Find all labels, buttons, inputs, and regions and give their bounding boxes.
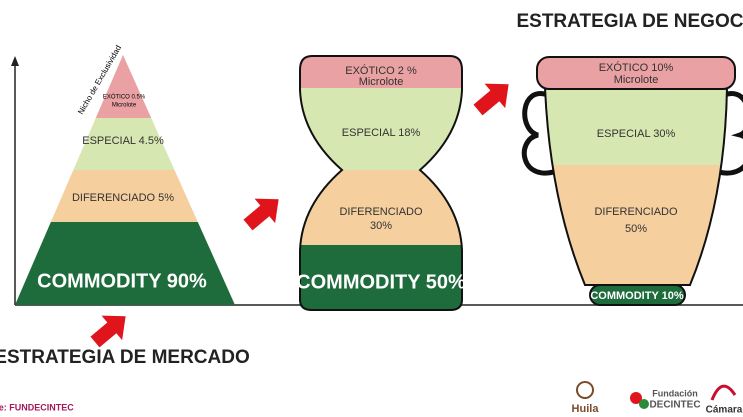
label: 50% (625, 223, 647, 235)
cup-handle (521, 91, 561, 176)
label: COMMODITY 90% (37, 270, 207, 292)
arrow (90, 315, 126, 348)
label: ESPECIAL 30% (597, 128, 676, 140)
label: 30% (370, 220, 392, 232)
business-title: ESTRATEGIA DE NEGOCIO (516, 11, 743, 32)
label: COMMODITY 10% (590, 290, 684, 302)
label: ESPECIAL 18% (342, 127, 421, 139)
logo-icon (639, 399, 649, 409)
arrow (243, 198, 279, 231)
layer (15, 222, 235, 305)
cup-handle (711, 91, 743, 176)
layer (300, 56, 462, 88)
logo-icon (630, 392, 642, 404)
market-title: ESTRATEGIA DE MERCADO (0, 347, 250, 368)
logo-icon (710, 384, 737, 401)
label: EXÓTICO 10% (599, 61, 674, 74)
cup-rim (536, 56, 736, 90)
arrows (90, 83, 509, 348)
hourglass-outline (299, 55, 463, 311)
label: DIFERENCIADO (594, 206, 678, 218)
cup-base (589, 284, 686, 306)
logo: Cámara (706, 405, 743, 416)
logo: DECINTEC (649, 400, 700, 411)
label: EXÓTICO 0.5% (103, 94, 146, 101)
label: EXÓTICO 2 % (345, 64, 417, 77)
label: Microlote (359, 76, 404, 88)
cup-outline (543, 87, 729, 286)
label: Microlote (614, 74, 659, 86)
label: Microlote (112, 103, 137, 109)
axis-arrow (11, 56, 19, 66)
label: DIFERENCIADO (339, 206, 423, 218)
label: DIFERENCIADO 5% (72, 192, 174, 204)
logo: Fundación (652, 388, 698, 398)
source: Fuente: FUNDECINTEC (0, 402, 74, 412)
layer (545, 88, 727, 165)
logo-icon (576, 381, 594, 399)
label: COMMODITY 50% (296, 271, 466, 293)
arrow (473, 83, 509, 116)
cup (545, 88, 727, 285)
logo: Huila (572, 403, 600, 415)
label: ESPECIAL 4.5% (82, 135, 164, 147)
layer (300, 245, 462, 310)
